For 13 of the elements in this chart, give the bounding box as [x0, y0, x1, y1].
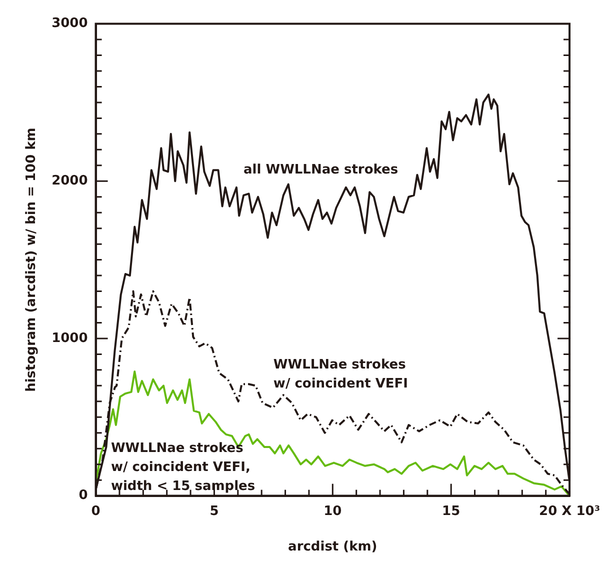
y-tick-label: 1000 — [52, 330, 88, 346]
y-tick-label: 0 — [78, 488, 88, 504]
y-axis-title: histogram (arcdist) w/ bin = 100 km — [24, 128, 40, 392]
x-tick-label: 5 — [210, 504, 219, 519]
x-tick-label: 20 X 10³ — [539, 504, 600, 519]
y-tick-label: 3000 — [52, 16, 88, 32]
y-tick-label: 2000 — [52, 174, 88, 189]
x-tick-label: 10 — [324, 504, 342, 519]
x-tick-label: 15 — [442, 504, 460, 519]
series-label: all WWLLNae strokes — [244, 162, 398, 178]
series-label: WWLLNae strokes w/ coincident VEFI — [273, 358, 408, 392]
x-axis-title: arcdist (km) — [288, 540, 378, 555]
x-tick-label: 0 — [91, 504, 100, 519]
